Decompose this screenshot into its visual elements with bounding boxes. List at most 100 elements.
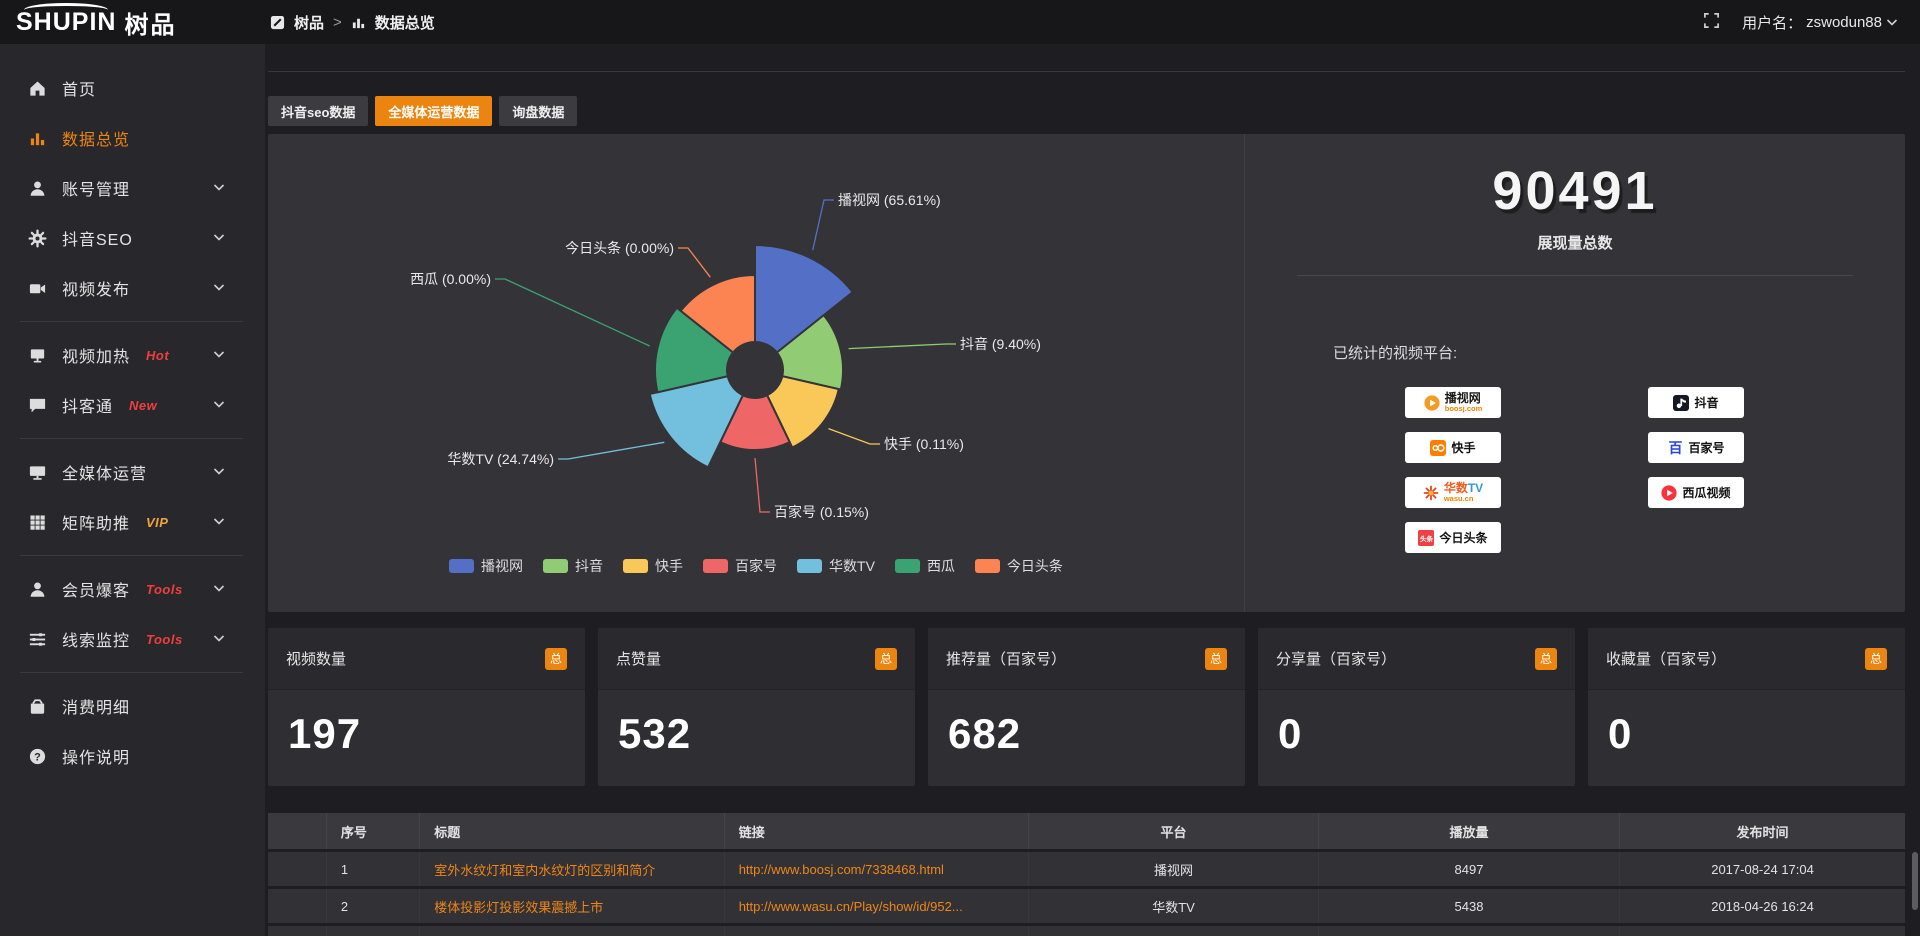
brand-logo-text: SHUPIN bbox=[16, 2, 116, 35]
sidebar-badge-vip: VIP bbox=[146, 514, 169, 530]
sidebar-item-7[interactable]: 全媒体运营 bbox=[0, 447, 265, 497]
breadcrumb-item[interactable]: 树品 bbox=[294, 14, 325, 32]
breadcrumb: 树品 > 数据总览 bbox=[265, 12, 435, 33]
toutiao-icon: 头条 bbox=[1418, 529, 1435, 546]
data-tabs: 抖音seo数据 全媒体运营数据 询盘数据 bbox=[268, 96, 1905, 126]
total-badge[interactable]: 总 bbox=[875, 647, 897, 670]
legend-swatch bbox=[974, 559, 1000, 573]
cell-title[interactable]: 楼体投影灯投影效果震撼上市 bbox=[420, 889, 725, 923]
tab-1[interactable]: 全媒体运营数据 bbox=[375, 96, 493, 126]
stat-card-2: 推荐量（百家号） 总 682 bbox=[928, 628, 1245, 786]
sliders-icon bbox=[28, 630, 47, 649]
legend-label: 华数TV bbox=[829, 558, 875, 574]
pie-label-今日头条: 今日头条 (0.00%) bbox=[565, 240, 674, 256]
baijia-icon: 百 bbox=[1668, 439, 1683, 456]
cell-no bbox=[326, 926, 421, 936]
scrollbar-thumb[interactable] bbox=[1912, 852, 1918, 910]
fullscreen-icon[interactable] bbox=[1703, 12, 1720, 33]
sidebar-item-10[interactable]: 线索监控 Tools bbox=[0, 614, 265, 664]
sidebar-item-12[interactable]: ? 操作说明 bbox=[0, 731, 265, 781]
user-menu[interactable]: 用户名： zswodun88 bbox=[1742, 12, 1898, 33]
chevron-down-icon bbox=[213, 346, 225, 364]
total-badge[interactable]: 总 bbox=[1205, 647, 1227, 670]
sidebar-item-6[interactable]: 抖客通 New bbox=[0, 380, 265, 430]
sidebar-item-2[interactable]: 账号管理 bbox=[0, 163, 265, 213]
platform-badge-抖音: 抖音 bbox=[1648, 387, 1744, 418]
legend-swatch bbox=[623, 559, 649, 573]
sidebar-badge-new: New bbox=[129, 397, 158, 413]
pie-label-西瓜: 西瓜 (0.00%) bbox=[410, 271, 491, 287]
total-badge[interactable]: 总 bbox=[1865, 647, 1887, 670]
legend-item-西瓜[interactable]: 西瓜 bbox=[894, 556, 955, 576]
cell-link[interactable]: http://www.wasu.cn/Play/show/id/952... bbox=[724, 889, 1030, 923]
row-checkbox-cell bbox=[268, 889, 327, 923]
legend-item-华数TV[interactable]: 华数TV bbox=[797, 556, 875, 576]
label-line-今日头条 bbox=[678, 247, 711, 278]
stat-card-4: 收藏量（百家号） 总 0 bbox=[1588, 628, 1905, 786]
cell-link[interactable] bbox=[724, 926, 1030, 936]
stat-card-label: 推荐量（百家号） bbox=[946, 651, 1067, 668]
legend-label: 抖音 bbox=[575, 558, 604, 574]
header-checkbox-cell bbox=[268, 813, 327, 849]
legend-item-播视网[interactable]: 播视网 bbox=[449, 556, 523, 576]
sidebar-badge-hot: Hot bbox=[146, 347, 170, 363]
sidebar-item-11[interactable]: 消费明细 bbox=[0, 681, 265, 731]
pie-slice-西瓜[interactable] bbox=[654, 306, 735, 394]
sidebar-item-5[interactable]: 视频加热 Hot bbox=[0, 330, 265, 380]
pie-slice-抖音[interactable] bbox=[775, 313, 844, 391]
breadcrumb-separator: > bbox=[333, 13, 342, 31]
total-badge[interactable]: 总 bbox=[1535, 647, 1557, 670]
sidebar-item-8[interactable]: 矩阵助推 VIP bbox=[0, 497, 265, 547]
legend-item-抖音[interactable]: 抖音 bbox=[543, 556, 603, 576]
breadcrumb-item[interactable]: 数据总览 bbox=[374, 14, 435, 32]
sidebar-item-9[interactable]: 会员爆客 Tools bbox=[0, 564, 265, 614]
legend-swatch bbox=[894, 559, 920, 573]
pie-slice-快手[interactable] bbox=[765, 375, 840, 449]
pie-slice-华数TV[interactable] bbox=[648, 375, 745, 469]
sidebar-item-label: 数据总览 bbox=[62, 132, 131, 149]
cell-plays: 8497 bbox=[1318, 852, 1621, 886]
stat-card-label: 分享量（百家号） bbox=[1276, 651, 1397, 668]
cell-title[interactable]: 室外水纹灯和室内水纹灯的区别和简介 bbox=[420, 852, 725, 886]
sidebar-menu: 首页 数据总览 账号管理 抖音SEO 视频发布 视频加热 Hot 抖客通 New 全… bbox=[0, 44, 265, 936]
chevron-down-icon bbox=[1886, 18, 1898, 26]
screen-icon bbox=[28, 346, 47, 365]
tab-0[interactable]: 抖音seo数据 bbox=[268, 96, 369, 126]
label-line-播视网 bbox=[812, 199, 834, 251]
tab-2[interactable]: 询盘数据 bbox=[499, 96, 578, 126]
impressions-total-value: 90491 bbox=[1492, 161, 1658, 221]
sidebar-item-0[interactable]: 首页 bbox=[0, 63, 265, 113]
legend-item-百家号[interactable]: 百家号 bbox=[703, 556, 777, 576]
main-content: 抖音seo数据 全媒体运营数据 询盘数据 播视网 (65.61%) 抖音 (9.40%… bbox=[265, 44, 1920, 936]
label-line-华数TV bbox=[558, 441, 665, 460]
cell-title[interactable] bbox=[420, 926, 725, 936]
table-row: 1 室外水纹灯和室内水纹灯的区别和简介 http://www.boosj.com… bbox=[268, 852, 1905, 886]
pie-slice-今日头条[interactable] bbox=[679, 273, 756, 354]
label-line-抖音 bbox=[848, 343, 956, 350]
legend-item-今日头条[interactable]: 今日头条 bbox=[974, 556, 1063, 576]
pie-slice-播视网[interactable] bbox=[754, 243, 855, 354]
logo-arc bbox=[24, 2, 109, 17]
sidebar-item-1[interactable]: 数据总览 bbox=[0, 113, 265, 163]
app-icon bbox=[270, 15, 285, 30]
xigua-icon bbox=[1661, 484, 1678, 501]
pie-label-华数TV: 华数TV (24.74%) bbox=[447, 451, 554, 467]
pie-label-百家号: 百家号 (0.15%) bbox=[774, 504, 869, 520]
total-badge[interactable]: 总 bbox=[545, 647, 567, 670]
sidebar-item-3[interactable]: 抖音SEO bbox=[0, 213, 265, 263]
rose-pie-svg: 播视网 (65.61%) 抖音 (9.40%) 快手 (0.11%) 百家号 (0.1… bbox=[410, 192, 1041, 520]
home-icon bbox=[28, 79, 47, 98]
sidebar-item-label: 线索监控 bbox=[62, 633, 131, 650]
boosj-icon bbox=[1424, 394, 1440, 411]
sidebar-item-label: 首页 bbox=[62, 82, 97, 99]
stat-card-label: 收藏量（百家号） bbox=[1606, 651, 1727, 668]
monitor-icon bbox=[28, 463, 47, 482]
legend-item-快手[interactable]: 快手 bbox=[623, 556, 683, 576]
cell-link[interactable]: http://www.boosj.com/7338468.html bbox=[724, 852, 1030, 886]
sidebar-item-4[interactable]: 视频发布 bbox=[0, 263, 265, 313]
sidebar-divider bbox=[20, 672, 243, 673]
sidebar-item-label: 抖音SEO bbox=[62, 232, 133, 249]
stat-card-value: 197 bbox=[288, 710, 362, 757]
label-line-西瓜 bbox=[495, 278, 650, 347]
header-divider bbox=[268, 71, 1905, 72]
